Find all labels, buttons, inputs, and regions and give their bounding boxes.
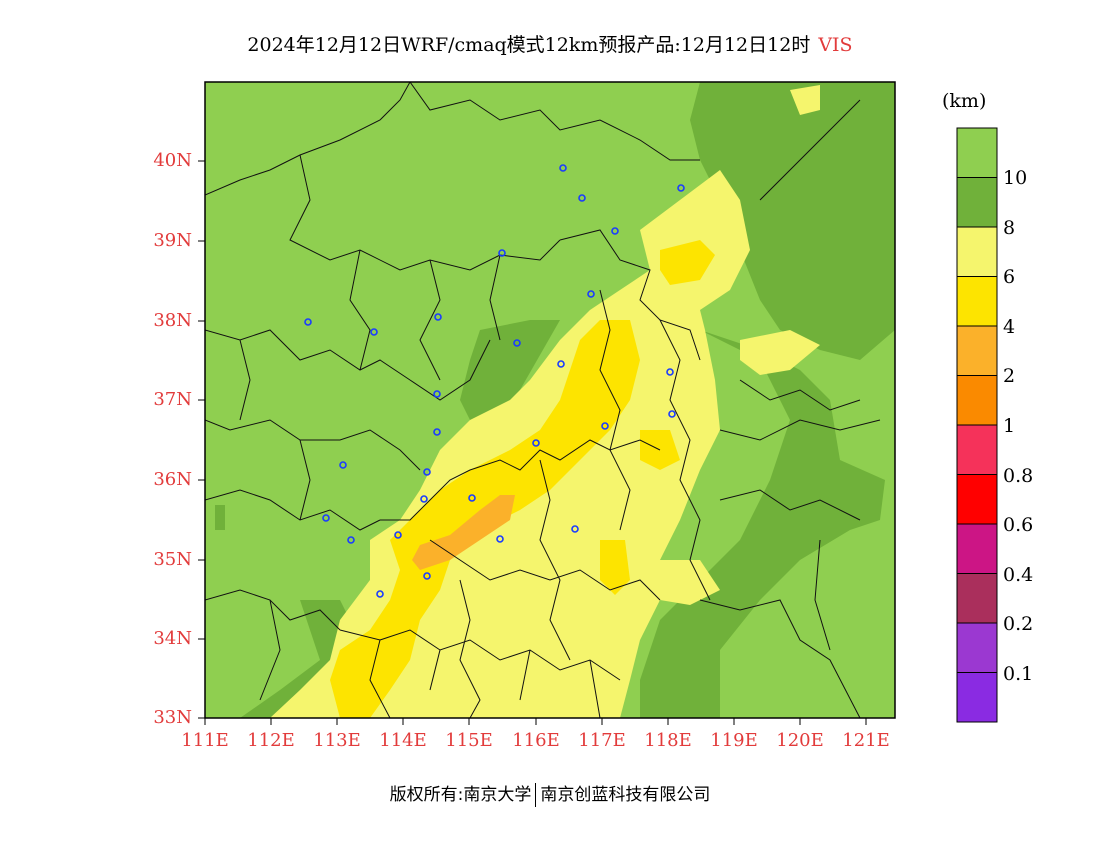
station-circle-icon bbox=[559, 164, 567, 172]
colorbar-label: 0.4 bbox=[1003, 564, 1034, 586]
station-circle-icon bbox=[434, 313, 442, 321]
field-vis-8-10-east bbox=[640, 330, 885, 718]
station-circle-icon bbox=[677, 184, 685, 192]
colorbar-label: 0.8 bbox=[1003, 465, 1034, 487]
station-circle-icon bbox=[433, 428, 441, 436]
lon-label: 117E bbox=[578, 730, 626, 751]
field-vis-2-4 bbox=[412, 495, 515, 570]
station-circle-icon bbox=[394, 531, 402, 539]
colorbar-label: 4 bbox=[1003, 316, 1016, 338]
colorbar-swatch bbox=[956, 622, 998, 673]
field-vis-6-8-east bbox=[740, 330, 820, 375]
station-circle-icon bbox=[601, 422, 609, 430]
station-circle-icon bbox=[587, 290, 595, 298]
lon-label: 115E bbox=[445, 730, 493, 751]
colorbar bbox=[956, 127, 998, 723]
colorbar-swatch bbox=[956, 523, 998, 574]
map-field bbox=[205, 82, 895, 718]
footer-left: 版权所有:南京大学 bbox=[389, 785, 532, 805]
colorbar-label: 0.2 bbox=[1003, 613, 1034, 635]
colorbar-swatch bbox=[956, 573, 998, 624]
station-circle-icon bbox=[468, 494, 476, 502]
colorbar-label: 0.1 bbox=[1003, 663, 1034, 685]
station-circle-icon bbox=[496, 535, 504, 543]
field-vis-8-10-west bbox=[215, 505, 225, 530]
colorbar-swatch bbox=[956, 276, 998, 327]
lat-label: 38N bbox=[153, 310, 192, 331]
field-vis-8-10-northeast bbox=[690, 82, 895, 360]
lon-label: 121E bbox=[842, 730, 890, 751]
boundary-lines bbox=[205, 82, 881, 718]
colorbar-label: 2 bbox=[1003, 365, 1016, 387]
station-circle-icon bbox=[423, 572, 431, 580]
station-circle-icon bbox=[433, 390, 441, 398]
title-main: 2024年12月12日WRF/cmaq模式12km预报产品:12月12日12时 bbox=[247, 34, 811, 56]
copyright-footer: 版权所有:南京大学 南京创蓝科技有限公司 bbox=[0, 780, 1100, 807]
colorbar-label: 1 bbox=[1003, 415, 1016, 437]
colorbar-label: 0.6 bbox=[1003, 514, 1034, 536]
field-vis-4-6-north bbox=[660, 240, 715, 285]
field-vis-6-8-north bbox=[790, 85, 820, 115]
station-circle-icon bbox=[666, 368, 674, 376]
footer-right: 南京创蓝科技有限公司 bbox=[540, 785, 711, 805]
colorbar-swatch bbox=[956, 226, 998, 277]
station-circle-icon bbox=[611, 227, 619, 235]
lat-label: 37N bbox=[153, 389, 192, 410]
colorbar-swatch bbox=[956, 672, 998, 723]
station-circle-icon bbox=[668, 410, 676, 418]
station-circle-icon bbox=[578, 194, 586, 202]
field-vis-6-8-main bbox=[270, 170, 750, 718]
lon-label: 116E bbox=[512, 730, 560, 751]
footer-divider bbox=[535, 783, 537, 807]
station-circle-icon bbox=[423, 468, 431, 476]
station-circle-icon bbox=[532, 439, 540, 447]
colorbar-label: 6 bbox=[1003, 266, 1016, 288]
colorbar-swatch bbox=[956, 127, 998, 178]
station-circle-icon bbox=[304, 318, 312, 326]
colorbar-swatch bbox=[956, 177, 998, 228]
station-circle-icon bbox=[370, 328, 378, 336]
chart-title: 2024年12月12日WRF/cmaq模式12km预报产品:12月12日12时 V… bbox=[0, 30, 1100, 57]
field-vis-4-6-pocket-b bbox=[600, 540, 630, 595]
colorbar-swatch bbox=[956, 474, 998, 525]
lat-label: 35N bbox=[153, 549, 192, 570]
station-circle-icon bbox=[498, 249, 506, 257]
lat-label: 34N bbox=[153, 628, 192, 649]
station-circle-icon bbox=[557, 360, 565, 368]
axis-ticks bbox=[198, 160, 867, 725]
lon-label: 111E bbox=[181, 730, 229, 751]
lon-label: 120E bbox=[776, 730, 824, 751]
lon-label: 119E bbox=[710, 730, 758, 751]
colorbar-label: 10 bbox=[1003, 167, 1028, 189]
lat-label: 36N bbox=[153, 469, 192, 490]
colorbar-swatch bbox=[956, 325, 998, 376]
station-circle-icon bbox=[571, 525, 579, 533]
colorbar-label: 8 bbox=[1003, 217, 1016, 239]
lat-label: 39N bbox=[153, 230, 192, 251]
lon-label: 113E bbox=[313, 730, 361, 751]
station-circle-icon bbox=[347, 536, 355, 544]
lat-label: 40N bbox=[153, 150, 192, 171]
station-circle-icon bbox=[376, 590, 384, 598]
colorbar-swatch bbox=[956, 375, 998, 426]
station-markers bbox=[304, 164, 685, 598]
lat-label: 33N bbox=[153, 707, 192, 728]
lon-label: 118E bbox=[644, 730, 692, 751]
station-circle-icon bbox=[420, 495, 428, 503]
field-vis-6-8-southeast bbox=[660, 560, 720, 605]
colorbar-unit: (km) bbox=[942, 90, 987, 112]
station-circle-icon bbox=[322, 514, 330, 522]
lon-label: 114E bbox=[379, 730, 427, 751]
station-circle-icon bbox=[339, 461, 347, 469]
station-circle-icon bbox=[513, 339, 521, 347]
lon-label: 112E bbox=[247, 730, 295, 751]
title-variable: VIS bbox=[818, 34, 853, 56]
colorbar-swatch bbox=[956, 424, 998, 475]
